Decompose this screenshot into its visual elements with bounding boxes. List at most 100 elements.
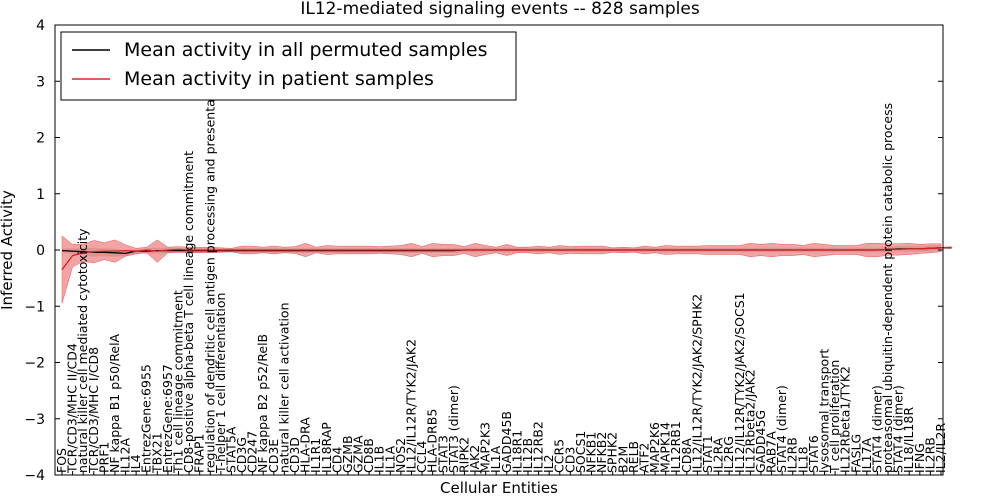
x-tick-label: IL2RB bbox=[785, 437, 800, 473]
y-tick-label: 0 bbox=[36, 243, 45, 259]
x-tick-label: CD3 bbox=[562, 447, 577, 473]
x-tick-label: HLA-DRB5 bbox=[425, 409, 440, 473]
x-tick-label: MAPK14 bbox=[658, 422, 673, 473]
x-tick-label: RIPK2 bbox=[456, 437, 471, 473]
x-tick-label: STAT3 bbox=[435, 435, 450, 473]
x-tick-label: IL18/IL18R bbox=[901, 407, 916, 473]
x-tick-label: regulation of dendritic cell antigen pro… bbox=[202, 75, 217, 473]
y-tick-label: 1 bbox=[36, 187, 45, 203]
x-tick-label: CD4 bbox=[329, 447, 344, 473]
legend-box bbox=[60, 31, 517, 101]
x-tick-label: IL2RA bbox=[711, 437, 726, 473]
y-tick-label: −2 bbox=[24, 356, 45, 372]
legend-label-patient: Mean activity in patient samples bbox=[124, 68, 434, 90]
x-tick-label: IL1A bbox=[382, 445, 397, 473]
x-tick-label: CD8A bbox=[679, 438, 694, 473]
x-tick-label: IL12/IL12R/TYK2/JAK2/SPHK2 bbox=[689, 294, 704, 473]
x-tick-label: RELB bbox=[626, 441, 641, 473]
plot-frame bbox=[54, 24, 944, 476]
x-tick-label: proteasomal ubiquitin-dependent protein … bbox=[880, 103, 895, 473]
x-tick-label: TCR/CD3/MHC I/CD8 bbox=[86, 347, 101, 474]
x-tick-label: STAT4 (dimer) bbox=[891, 385, 906, 473]
chart-title: IL12-mediated signaling events -- 828 sa… bbox=[300, 0, 700, 19]
x-tick-label: IL12RB2 bbox=[531, 421, 546, 473]
x-tick-label: GZMA bbox=[351, 435, 366, 473]
x-tick-label: CD3D bbox=[287, 437, 302, 473]
x-tick-label: TCR/CD3/MHC II/CD4 bbox=[65, 343, 80, 474]
x-tick-label: STAT6 bbox=[806, 435, 821, 473]
x-tick-label: IL1B bbox=[372, 446, 387, 473]
x-tick-label: ATF2 bbox=[637, 443, 652, 473]
x-tick-label: NFKB1 bbox=[584, 432, 599, 473]
x-tick-label: STAT4 (dimer) bbox=[870, 385, 885, 473]
x-axis-title: Cellular Entities bbox=[440, 479, 558, 497]
x-tick-label: IL18RAP bbox=[319, 422, 334, 473]
x-tick-label: B2M bbox=[615, 446, 630, 473]
x-tick-label: IL2 bbox=[541, 454, 556, 473]
x-tick-label: NF kappa B2 p52/RelB bbox=[255, 334, 270, 473]
x-tick-label: IL12/IL12R/TYK2/JAK2/SOCS1 bbox=[732, 292, 747, 473]
x-tick-label: CCL4 bbox=[414, 441, 429, 473]
x-tick-label: CD8-positive alpha-beta T cell lineage c… bbox=[181, 151, 196, 473]
y-tick-label: −3 bbox=[24, 412, 45, 428]
x-tick-label: FRAP1 bbox=[192, 434, 207, 473]
y-axis-title: Inferred Activity bbox=[0, 190, 16, 310]
x-tick-label: NF kappa B1 p50/RelA bbox=[107, 333, 122, 473]
x-tick-label: IL2RB bbox=[922, 437, 937, 473]
x-tick-label: IL17A bbox=[859, 437, 874, 473]
x-tick-label: T cell proliferation bbox=[827, 360, 842, 474]
x-tick-label: EntrezGene:6955 bbox=[139, 364, 154, 473]
x-tick-label: IL12Rbeta1/TYK2 bbox=[838, 366, 853, 473]
x-tick-label: IL18 bbox=[795, 446, 810, 473]
x-tick-label: STAT4 (dimer) bbox=[774, 385, 789, 473]
x-tick-label: CCR5 bbox=[552, 439, 567, 473]
x-tick-label: RAB7A bbox=[764, 431, 779, 473]
x-tick-label: IL18R1 bbox=[509, 430, 524, 473]
x-tick-label: Th1 cell lineage commitment bbox=[171, 290, 186, 474]
x-tick-label: EntrezGene:6957 bbox=[160, 364, 175, 473]
x-tick-label: CD8B bbox=[361, 438, 376, 473]
patient-band bbox=[61, 235, 942, 304]
x-tick-label: IL4 bbox=[128, 454, 143, 473]
x-tick-label: CD247 bbox=[245, 431, 260, 473]
x-tick-label: HLA-DRA bbox=[298, 417, 313, 473]
x-tick-label: natural killer cell mediated cytotoxicit… bbox=[75, 228, 90, 473]
x-tick-label: FASLG bbox=[848, 434, 863, 473]
patient-mean-line bbox=[61, 246, 952, 271]
x-tick-label: STAT3 (dimer) bbox=[446, 385, 461, 473]
x-tick-label: FOS bbox=[54, 448, 69, 473]
legend: Mean activity in all permuted samples Me… bbox=[60, 31, 517, 101]
x-tick-label: IL2/IL2R bbox=[933, 423, 948, 473]
y-tick-label: −1 bbox=[24, 299, 45, 315]
y-tick-label: 3 bbox=[36, 74, 45, 90]
plot-lines bbox=[61, 246, 952, 271]
x-tick-label: GZMB bbox=[340, 435, 355, 473]
x-tick-label: IFNG bbox=[912, 443, 927, 473]
x-tick-label: IL1A bbox=[488, 445, 503, 473]
x-tick-label: IL12RB1 bbox=[668, 421, 683, 473]
x-tick-label: CD3E bbox=[266, 439, 281, 473]
x-tick-label: PRF1 bbox=[96, 442, 111, 473]
x-tick-label: NOS2 bbox=[393, 438, 408, 473]
x-tick-label: IL12/IL12R/TYK2/JAK2 bbox=[404, 339, 419, 473]
x-tick-label: IL2RG bbox=[721, 436, 736, 473]
x-tick-label: SOCS1 bbox=[573, 431, 588, 473]
y-tick-label: 2 bbox=[36, 131, 45, 147]
x-tick-label: lysosomal transport bbox=[817, 349, 832, 473]
x-tick-label: TBX21 bbox=[149, 432, 164, 474]
x-tick-label: IL12A bbox=[118, 437, 133, 473]
x-tick-label: natural killer cell activation bbox=[276, 302, 291, 473]
y-tick-label: −4 bbox=[24, 468, 45, 484]
x-tick-label: JAK2 bbox=[467, 445, 482, 474]
x-tick-label: GADD45B bbox=[499, 411, 514, 473]
y-tick-label: 4 bbox=[36, 18, 45, 34]
x-tick-label: CD3G bbox=[234, 437, 249, 473]
x-tick-label: MAP2K3 bbox=[478, 422, 493, 473]
x-tick-label: STAT5A bbox=[223, 426, 238, 473]
plot-bands bbox=[61, 235, 942, 304]
x-tick-label: STAT1 bbox=[700, 435, 715, 473]
x-tick-label: SPHK2 bbox=[605, 432, 620, 473]
x-tick-label: IL12B bbox=[520, 438, 535, 473]
